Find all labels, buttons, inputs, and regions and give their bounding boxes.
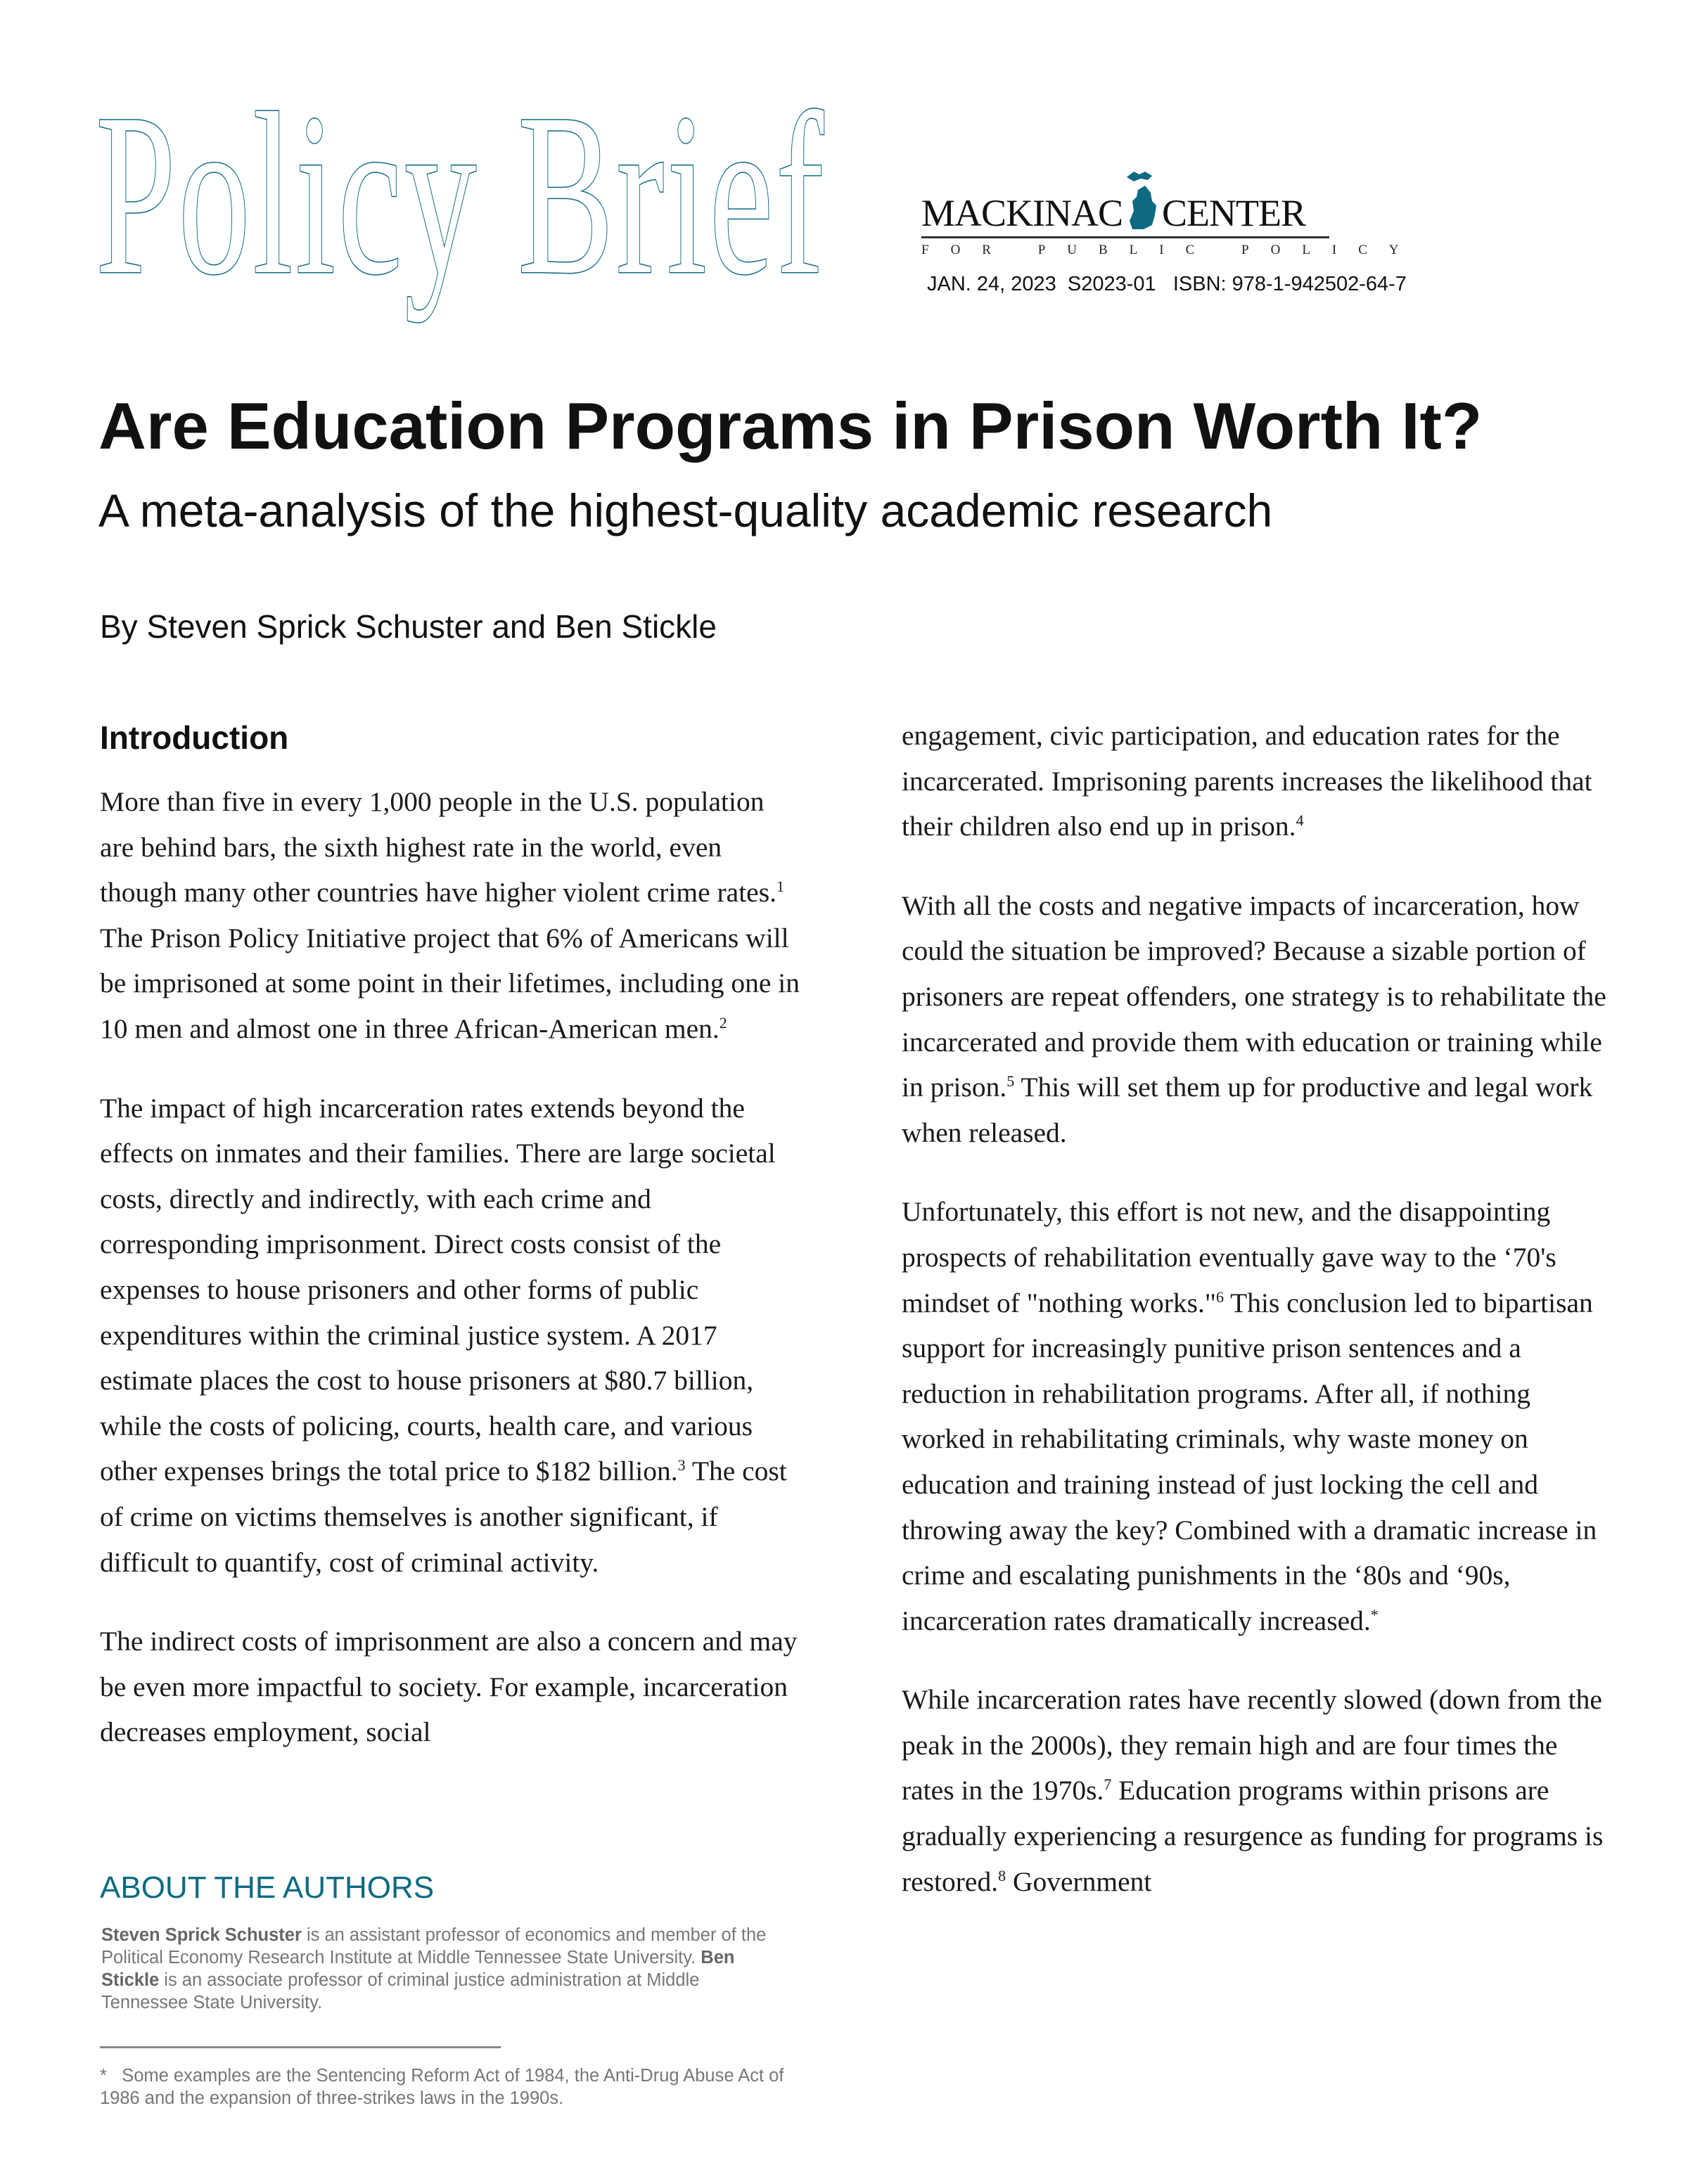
paragraph-text: With all the costs and negative impacts …: [902, 889, 1606, 1103]
paragraph-text: More than five in every 1,000 people in …: [100, 786, 776, 908]
footnote-reference[interactable]: 6: [1215, 1287, 1224, 1306]
paragraph-text: The cost of crime on victims themselves …: [100, 1456, 787, 1578]
paragraph-text: Unfortunately, this effort is not new, a…: [902, 1196, 1556, 1318]
logo-divider: [921, 236, 1329, 238]
footnote-divider: [100, 2046, 501, 2048]
footnote: * Some examples are the Sentencing Refor…: [100, 2064, 810, 2109]
byline: By Steven Sprick Schuster and Ben Stickl…: [100, 608, 717, 645]
paragraph-text: The indirect costs of imprisonment are a…: [100, 1626, 798, 1748]
paragraph-text: The impact of high incarceration rates e…: [100, 1092, 776, 1487]
footnote-reference[interactable]: 5: [1006, 1072, 1015, 1090]
section-heading-introduction: Introduction: [100, 719, 289, 756]
author-name: Steven Sprick Schuster: [101, 1925, 302, 1945]
author-name: Ben Stickle: [101, 1948, 735, 1990]
footnote-reference[interactable]: 4: [1296, 811, 1304, 830]
paragraph-text: The Prison Policy Initiative project tha…: [100, 922, 800, 1044]
body-paragraph: The impact of high incarceration rates e…: [100, 1086, 803, 1586]
body-paragraph: Unfortunately, this effort is not new, a…: [902, 1189, 1612, 1643]
article-subtitle: A meta-analysis of the highest-quality a…: [98, 484, 1273, 537]
policy-brief-title: Policy Brief: [95, 66, 827, 323]
right-column: engagement, civic participation, and edu…: [902, 713, 1612, 1938]
left-column: More than five in every 1,000 people in …: [100, 779, 803, 1789]
about-authors-heading: ABOUT THE AUTHORS: [100, 1870, 435, 1905]
body-paragraph: While incarceration rates have recently …: [902, 1677, 1612, 1904]
publication-meta: JAN. 24, 2023 S2023-01 ISBN: 978-1-94250…: [927, 273, 1407, 295]
paragraph-text: Education programs within prisons are gr…: [902, 1775, 1604, 1897]
body-paragraph: The indirect costs of imprisonment are a…: [100, 1619, 803, 1755]
footnote-reference[interactable]: *: [1370, 1605, 1379, 1624]
mackinac-center-logo: MACKINAC CENTER FOR PUBLIC POLICY: [921, 169, 1421, 258]
author-bio: is an associate professor of criminal ju…: [101, 1970, 700, 2012]
footnote-reference[interactable]: 8: [998, 1866, 1006, 1884]
footnote-marker: *: [100, 2066, 107, 2086]
logo-tagline: FOR PUBLIC POLICY: [921, 243, 1421, 257]
footnote-reference[interactable]: 2: [719, 1013, 727, 1032]
paragraph-text: engagement, civic participation, and edu…: [902, 720, 1592, 842]
footnote-reference[interactable]: 1: [776, 878, 784, 896]
logo-name-left: MACKINAC: [921, 192, 1123, 234]
footnote-reference[interactable]: 7: [1104, 1775, 1112, 1794]
michigan-map-icon: [1127, 172, 1157, 229]
paragraph-text: This conclusion led to bipartisan suppor…: [902, 1287, 1597, 1636]
body-paragraph: More than five in every 1,000 people in …: [100, 779, 803, 1052]
paragraph-text: Government: [1006, 1865, 1152, 1897]
footnote-text: Some examples are the Sentencing Reform …: [100, 2066, 784, 2108]
footnote-reference[interactable]: 3: [677, 1456, 686, 1475]
author-bio: is an assistant professor of economics a…: [101, 1925, 767, 1967]
body-paragraph: engagement, civic participation, and edu…: [902, 713, 1612, 849]
body-paragraph: With all the costs and negative impacts …: [902, 883, 1612, 1156]
logo-name-right: CENTER: [1162, 192, 1306, 234]
paragraph-text: This will set them up for productive and…: [902, 1072, 1593, 1148]
paragraph-text: While incarceration rates have recently …: [902, 1684, 1602, 1806]
about-authors-text: Steven Sprick Schuster is an assistant p…: [101, 1924, 791, 2014]
article-title: Are Education Programs in Prison Worth I…: [98, 389, 1483, 463]
